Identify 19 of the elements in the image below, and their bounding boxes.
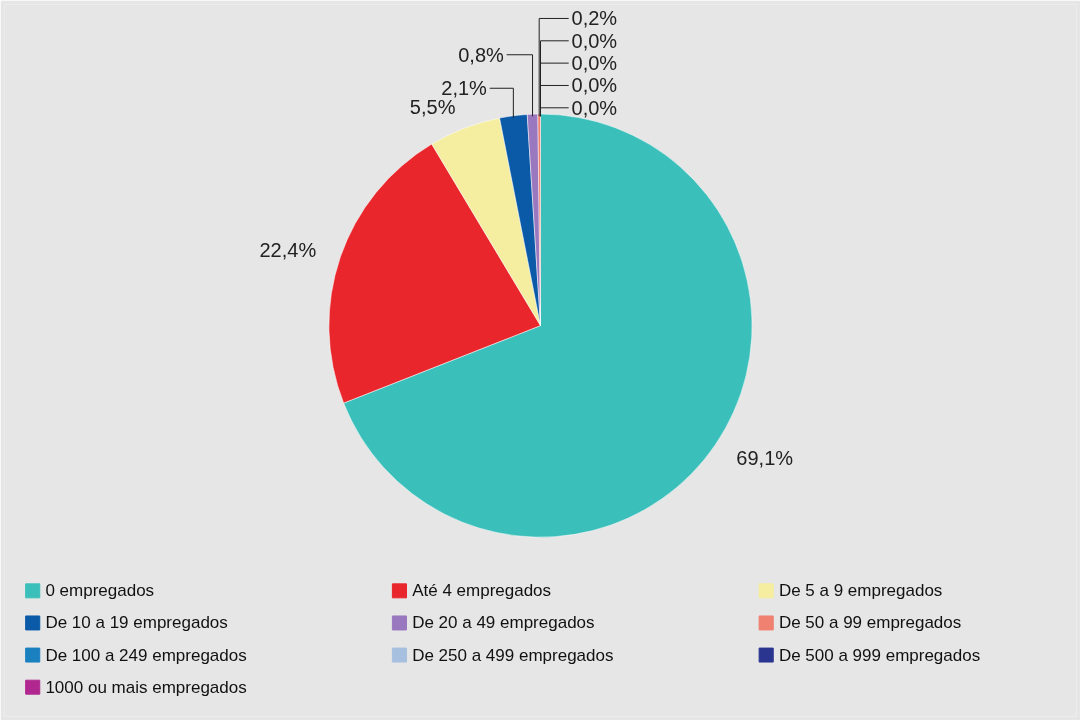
legend-label: De 100 a 249 empregados — [45, 645, 247, 665]
legend-label: 0 empregados — [45, 581, 155, 601]
legend-label: 1000 ou mais empregados — [45, 677, 247, 697]
data-label: 0,8% — [458, 43, 505, 66]
text: 0,0% — [571, 96, 618, 119]
legend-label: De 20 a 49 empregados — [412, 613, 595, 633]
legend-label: De 500 a 999 empregados — [778, 645, 981, 665]
text: 0,0% — [571, 74, 618, 97]
legend-label: De 50 a 99 empregados — [778, 613, 962, 633]
data-label: 0,2% — [571, 7, 618, 30]
data-label: 69,1% — [736, 446, 794, 469]
legend-label: De 10 a 19 empregados — [45, 613, 228, 633]
data-label: 22,4% — [259, 239, 317, 262]
legend-label: De 250 a 499 empregados — [412, 645, 614, 665]
legend-label: De 5 a 9 empregados — [778, 581, 943, 601]
text: 0,0% — [571, 52, 618, 75]
text: 0,0% — [571, 29, 618, 52]
legend-label: Até 4 empregados — [412, 581, 552, 601]
data-label: 2,1% — [441, 77, 488, 100]
